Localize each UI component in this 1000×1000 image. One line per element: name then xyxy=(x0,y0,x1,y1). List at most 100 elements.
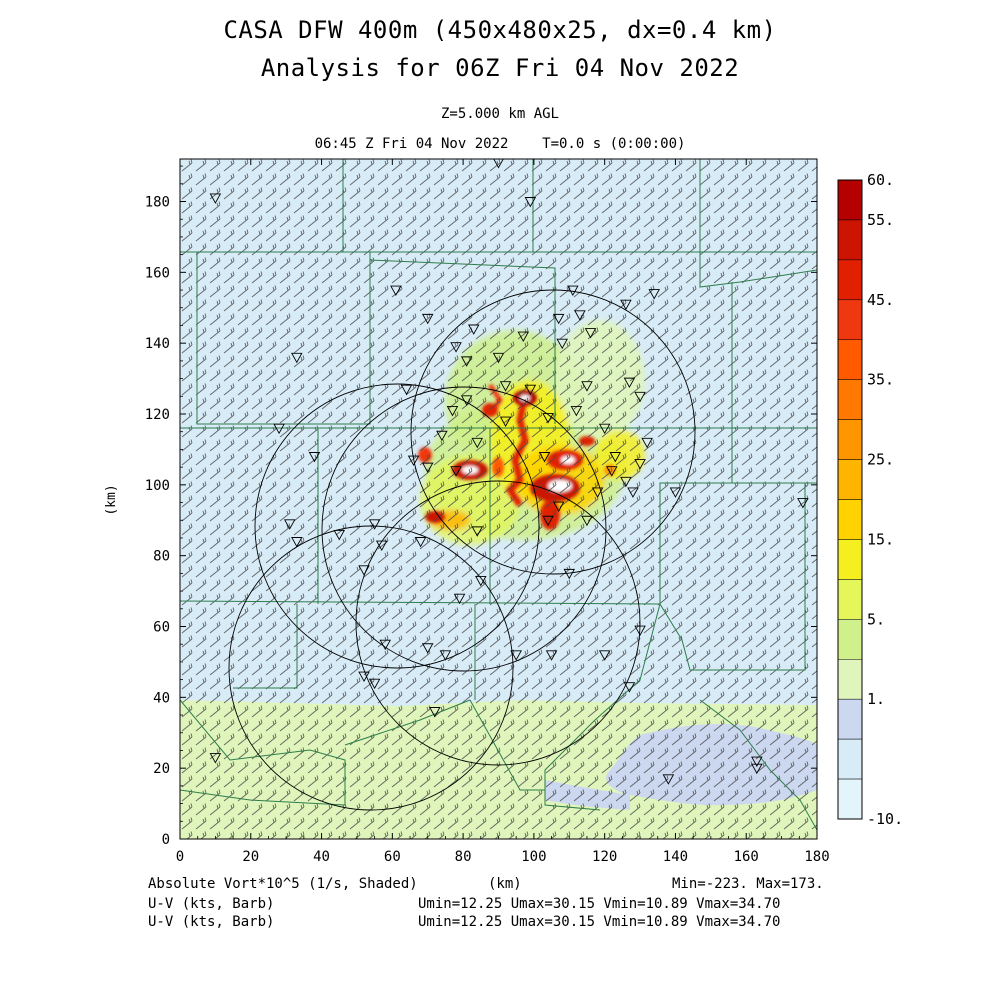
station-marker xyxy=(634,391,646,403)
station-marker xyxy=(662,774,675,785)
shaded-field xyxy=(180,159,817,839)
station-marker xyxy=(273,423,285,435)
station-marker xyxy=(563,568,576,580)
colorbar-swatch xyxy=(837,459,863,500)
station-marker xyxy=(368,678,381,690)
shaded-field-label: Absolute Vort*10^5 (1/s, Shaded) xyxy=(148,876,418,892)
y-tick-label: 140 xyxy=(145,336,170,352)
colorbar-label: 15. xyxy=(867,530,894,548)
x-axis-label: (km) xyxy=(488,876,522,892)
station-marker xyxy=(598,423,611,435)
station-marker xyxy=(634,459,646,470)
station-marker xyxy=(634,625,646,636)
station-marker xyxy=(545,650,558,661)
station-marker xyxy=(556,338,568,350)
station-marker xyxy=(291,537,303,548)
colorbar-swatch xyxy=(837,339,863,380)
station-marker xyxy=(591,487,604,498)
colorbar-swatch xyxy=(837,299,863,340)
colorbar-label: 45. xyxy=(867,291,894,309)
x-tick-label: 80 xyxy=(455,849,472,865)
x-tick-label: 120 xyxy=(592,849,617,865)
station-marker xyxy=(648,289,660,300)
colorbar: 60. 55. 45. 35. 25. 15. 5. 1. -10. xyxy=(837,171,903,828)
x-tick-label: 0 xyxy=(176,849,184,865)
y-tick-label: 120 xyxy=(145,407,170,423)
station-marker xyxy=(209,753,222,764)
station-marker xyxy=(574,310,586,321)
y-tick-label: 180 xyxy=(145,195,170,211)
station-marker xyxy=(598,650,611,661)
chart-title-line1: CASA DFW 400m (450x480x25, dx=0.4 km) xyxy=(223,16,777,44)
y-tick-label: 60 xyxy=(153,620,170,636)
x-tick-label: 60 xyxy=(384,849,401,865)
colorbar-label: 35. xyxy=(867,371,894,389)
station-marker xyxy=(446,406,459,417)
station-marker xyxy=(499,416,512,428)
y-tick-label: 40 xyxy=(153,690,170,706)
station-marker xyxy=(421,462,434,474)
station-marker xyxy=(460,395,473,406)
x-tick-label: 140 xyxy=(663,849,688,865)
station-marker xyxy=(623,377,636,389)
station-marker xyxy=(429,707,441,718)
station-marker xyxy=(414,537,427,548)
barb-field-label-2: U-V (kts, Barb) xyxy=(148,914,275,930)
station-marker xyxy=(751,756,763,768)
colorbar-label: 55. xyxy=(867,211,894,229)
x-axis: 0 20 40 60 80 100 120 140 160 180 xyxy=(176,159,830,865)
station-marker xyxy=(510,650,522,661)
station-marker xyxy=(400,384,413,396)
station-marker xyxy=(542,413,554,424)
station-marker xyxy=(471,437,484,449)
station-marker xyxy=(623,682,636,693)
colorbar-swatch xyxy=(837,619,863,660)
station-marker xyxy=(751,763,763,775)
x-tick-label: 180 xyxy=(804,849,829,865)
station-marker xyxy=(567,285,579,296)
station-marker xyxy=(538,452,551,463)
station-marker xyxy=(669,487,682,498)
station-marker xyxy=(333,529,346,541)
station-marker xyxy=(450,466,462,477)
x-tick-label: 100 xyxy=(521,849,546,865)
colorbar-swatch xyxy=(837,179,863,221)
station-marker xyxy=(542,515,554,527)
station-marker xyxy=(450,342,462,353)
station-marker xyxy=(493,159,504,169)
colorbar-swatch xyxy=(837,259,863,301)
level-label: Z=5.000 km AGL xyxy=(440,106,559,122)
station-marker xyxy=(581,515,593,527)
station-marker xyxy=(421,643,434,654)
station-marker xyxy=(524,197,537,208)
station-marker xyxy=(439,650,452,661)
station-marker xyxy=(467,324,480,335)
y-tick-label: 160 xyxy=(145,265,170,281)
station-marker xyxy=(421,313,434,325)
radar-range-rings xyxy=(228,289,696,811)
colorbar-swatch xyxy=(837,219,863,261)
station-marker xyxy=(492,352,505,364)
colorbar-label: 5. xyxy=(867,610,885,628)
colorbar-swatch xyxy=(837,579,863,620)
y-tick-label: 100 xyxy=(145,478,170,494)
x-tick-label: 40 xyxy=(313,849,330,865)
station-marker xyxy=(584,328,597,339)
min-max-label: Min=-223. Max=173. xyxy=(672,876,824,892)
station-marker xyxy=(620,476,632,488)
station-markers xyxy=(209,159,809,785)
y-tick-label: 20 xyxy=(153,761,170,777)
uv-range-1: Umin=12.25 Umax=30.15 Vmin=10.89 Vmax=34… xyxy=(418,896,781,912)
uv-range-2: Umin=12.25 Umax=30.15 Vmin=10.89 Vmax=34… xyxy=(418,914,781,930)
station-marker xyxy=(620,299,632,311)
colorbar-swatch xyxy=(837,778,863,820)
station-marker xyxy=(570,406,583,417)
station-marker xyxy=(308,452,321,463)
x-tick-label: 20 xyxy=(242,849,259,865)
barb-field-label-1: U-V (kts, Barb) xyxy=(148,896,275,912)
valid-time-label: 06:45 Z Fri 04 Nov 2022 T=0.0 s (0:00:00… xyxy=(314,136,686,152)
station-marker xyxy=(499,381,512,392)
y-axis: 0 20 40 60 80 100 120 140 160 180 xyxy=(145,165,817,848)
colorbar-label: -10. xyxy=(867,810,903,828)
